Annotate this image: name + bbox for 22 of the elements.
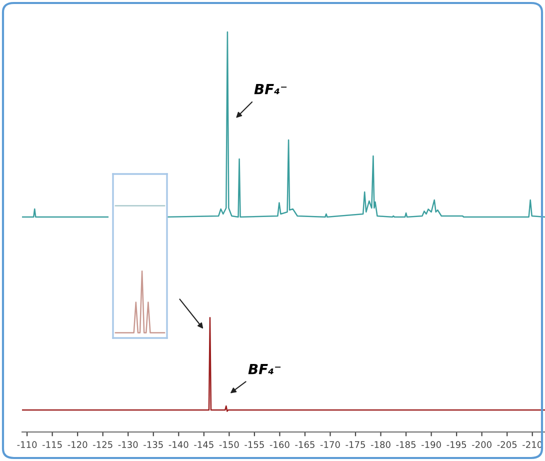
x-tick-label: -200 xyxy=(472,441,492,448)
x-tick-label: -150 xyxy=(219,441,239,448)
x-tick-label: -135 xyxy=(144,441,163,448)
x-tick-label: -125 xyxy=(93,441,112,448)
x-tick-label: -120 xyxy=(68,441,88,448)
x-tick-label: -160 xyxy=(270,441,290,448)
x-tick-label: -205 xyxy=(497,441,517,448)
x-tick-label: -140 xyxy=(168,441,188,448)
x-tick-label: -185 xyxy=(396,441,416,448)
x-tick-label: -180 xyxy=(370,441,390,448)
x-tick-label: -195 xyxy=(446,441,466,448)
annotation: BF₄⁻ xyxy=(254,84,287,94)
x-tick-label: -170 xyxy=(320,441,340,448)
x-tick-label: -110 xyxy=(17,441,37,448)
x-tick-label: -175 xyxy=(346,441,365,448)
x-tick-label: -190 xyxy=(422,441,441,448)
x-tick-label: -130 xyxy=(118,441,138,448)
x-tick-label: -145 xyxy=(194,441,214,448)
x-tick-label: -155 xyxy=(244,441,264,448)
x-tick-label: -115 xyxy=(42,441,62,448)
x-tick-label: -165 xyxy=(295,441,314,448)
annotation: BF₄⁻ xyxy=(248,364,281,374)
